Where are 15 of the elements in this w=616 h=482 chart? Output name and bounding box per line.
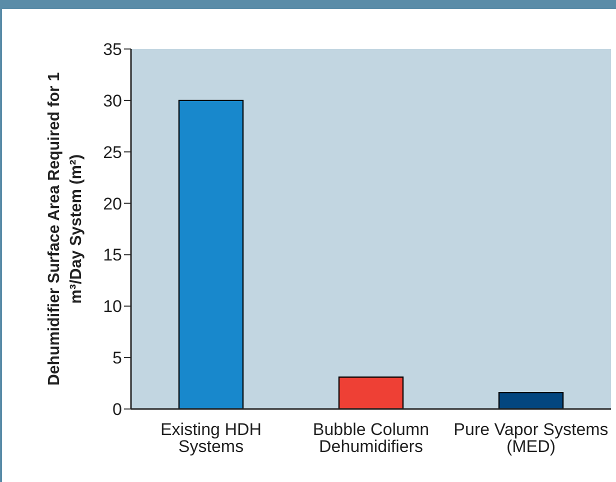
x-tick-label: Bubble Column Dehumidifiers — [312, 420, 430, 456]
bar — [338, 376, 404, 409]
y-tick-label: 0 — [112, 400, 122, 420]
y-tick-label: 25 — [103, 142, 122, 162]
y-axis-title: Dehumidifier Surface Area Required for 1 m³/Day System (m²) — [45, 71, 86, 388]
y-tick-label: 20 — [103, 194, 122, 214]
y-tick-label: 30 — [103, 91, 122, 110]
y-tick-label: 5 — [112, 348, 122, 368]
y-tick-label: 10 — [103, 297, 122, 316]
x-tick-label: Existing HDH Systems — [160, 420, 262, 456]
x-tick-label: Pure Vapor Systems (MED) — [454, 420, 608, 456]
y-tick-label: 35 — [103, 40, 122, 60]
y-tick-label: 15 — [103, 246, 122, 265]
bar — [498, 392, 564, 409]
bar — [178, 100, 244, 409]
